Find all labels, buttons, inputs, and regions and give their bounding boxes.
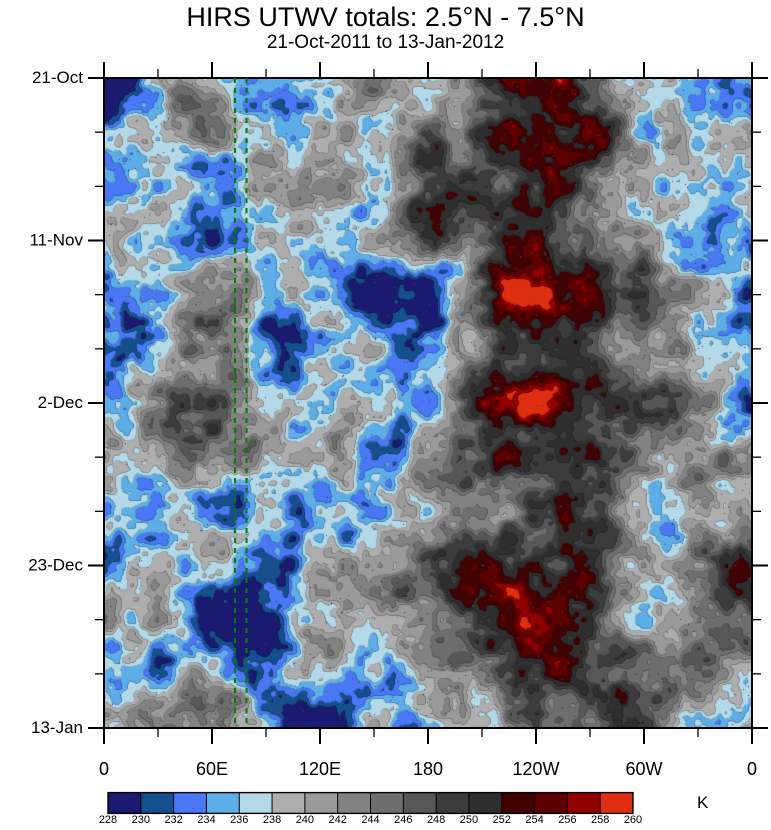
svg-text:246: 246 bbox=[394, 814, 412, 826]
svg-text:120E: 120E bbox=[299, 759, 341, 779]
svg-text:244: 244 bbox=[361, 814, 379, 826]
svg-text:248: 248 bbox=[427, 814, 445, 826]
svg-text:256: 256 bbox=[558, 814, 576, 826]
svg-text:250: 250 bbox=[460, 814, 478, 826]
svg-text:252: 252 bbox=[493, 814, 511, 826]
svg-text:228: 228 bbox=[99, 814, 117, 826]
svg-text:120W: 120W bbox=[512, 759, 559, 779]
svg-text:258: 258 bbox=[591, 814, 609, 826]
svg-text:240: 240 bbox=[296, 814, 314, 826]
svg-text:23-Dec: 23-Dec bbox=[28, 556, 83, 575]
svg-text:180: 180 bbox=[413, 759, 443, 779]
svg-text:K: K bbox=[697, 793, 709, 812]
svg-text:60W: 60W bbox=[625, 759, 662, 779]
svg-text:0: 0 bbox=[747, 759, 757, 779]
svg-text:254: 254 bbox=[525, 814, 543, 826]
svg-text:11-Nov: 11-Nov bbox=[29, 231, 83, 250]
svg-text:21-Oct: 21-Oct bbox=[32, 68, 83, 87]
svg-text:238: 238 bbox=[263, 814, 281, 826]
svg-text:230: 230 bbox=[132, 814, 150, 826]
svg-text:60E: 60E bbox=[196, 759, 228, 779]
svg-text:260: 260 bbox=[624, 814, 642, 826]
svg-text:236: 236 bbox=[230, 814, 248, 826]
svg-text:0: 0 bbox=[99, 759, 109, 779]
svg-text:232: 232 bbox=[164, 814, 182, 826]
svg-text:234: 234 bbox=[197, 814, 215, 826]
svg-text:2-Dec: 2-Dec bbox=[38, 393, 84, 412]
svg-text:13-Jan: 13-Jan bbox=[31, 718, 83, 737]
svg-text:242: 242 bbox=[329, 814, 347, 826]
